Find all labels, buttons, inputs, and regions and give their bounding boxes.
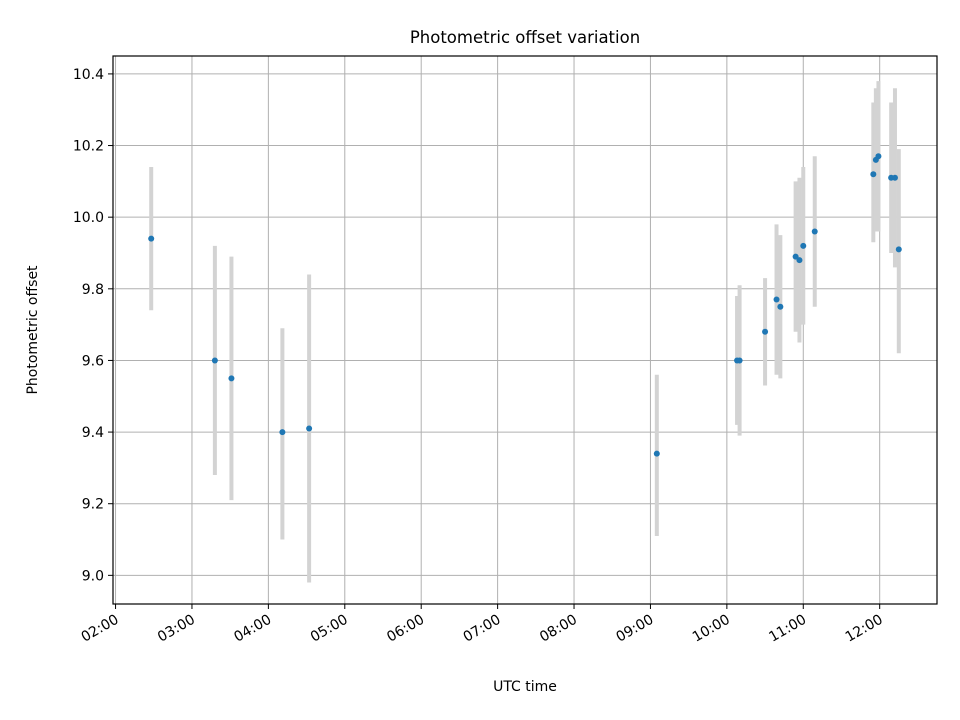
data-point bbox=[875, 153, 882, 160]
y-tick-label: 10.2 bbox=[73, 139, 104, 155]
data-points bbox=[148, 153, 902, 457]
data-point bbox=[777, 303, 784, 310]
y-tick-label: 9.4 bbox=[82, 425, 104, 441]
grid bbox=[113, 56, 937, 604]
y-tick-label: 9.8 bbox=[82, 282, 104, 298]
plot-frame bbox=[112, 55, 938, 605]
data-point bbox=[870, 171, 877, 178]
data-point bbox=[211, 357, 218, 364]
data-point bbox=[773, 296, 780, 303]
x-axis-label: UTC time bbox=[493, 679, 557, 695]
y-tick-label: 9.0 bbox=[82, 568, 104, 584]
data-point bbox=[891, 174, 898, 181]
data-point bbox=[895, 246, 902, 253]
data-point bbox=[148, 235, 155, 242]
y-tick-label: 10.4 bbox=[73, 67, 104, 83]
data-point bbox=[279, 429, 286, 436]
data-point bbox=[811, 228, 818, 235]
data-point bbox=[306, 425, 313, 432]
plot-background bbox=[113, 56, 937, 604]
y-axis-label: Photometric offset bbox=[25, 265, 41, 395]
data-point bbox=[762, 328, 769, 335]
data-point bbox=[653, 450, 660, 457]
y-tick-label: 9.6 bbox=[82, 353, 104, 369]
y-axis-ticks: 9.0 9.2 9.4 9.6 9.8 10.0 10.2 10.4 bbox=[73, 67, 113, 584]
data-point bbox=[792, 253, 799, 260]
data-point bbox=[800, 242, 807, 249]
chart-title: Photometric offset variation bbox=[410, 28, 640, 47]
y-tick-label: 9.2 bbox=[82, 497, 104, 513]
data-point bbox=[228, 375, 235, 382]
y-tick-label: 10.0 bbox=[73, 210, 104, 226]
data-point bbox=[736, 357, 743, 364]
data-point bbox=[796, 257, 803, 264]
